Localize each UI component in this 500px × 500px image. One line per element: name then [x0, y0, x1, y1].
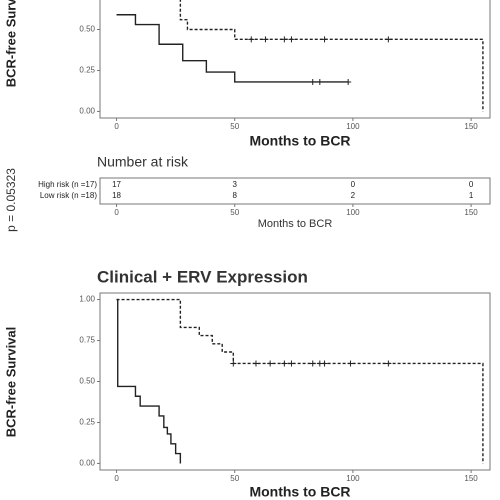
censor-mark [253, 360, 259, 367]
risk-count: 8 [233, 191, 238, 200]
censor-mark [230, 360, 237, 367]
censor-mark [267, 360, 274, 367]
y-tick-label: 0.00 [79, 107, 95, 116]
risk-x-label: Months to BCR [258, 218, 333, 230]
x-tick-label: 0 [114, 474, 119, 483]
censor-mark [281, 360, 288, 367]
y-tick-label: 0.75 [79, 336, 95, 345]
x-tick-label: 150 [464, 122, 478, 131]
y-tick-label: 0.25 [79, 418, 95, 427]
risk-count: 0 [351, 180, 356, 189]
plot-frame [99, 292, 491, 471]
censor-mark [248, 36, 255, 43]
plot-area [116, 298, 484, 464]
censor-mark [321, 36, 328, 43]
x-tick-label: 0 [114, 122, 119, 131]
x-axis-label: Months to BCR [249, 133, 350, 149]
censor-mark [316, 78, 323, 85]
risk-count: 2 [351, 191, 356, 200]
risk-table-title: Number at risk [97, 154, 189, 170]
survival-curve [179, 0, 484, 112]
risk-count: 17 [112, 180, 121, 189]
survival-curve [116, 298, 182, 464]
plot-area [116, 0, 484, 112]
risk-count: 3 [233, 180, 238, 189]
y-axis-label: BCR-free Survival [3, 327, 18, 438]
y-tick-label: 1.00 [79, 295, 95, 304]
risk-row-label: Low risk (n =18) [40, 191, 97, 200]
censor-mark [288, 360, 295, 367]
x-axis-label: Months to BCR [249, 484, 350, 500]
censor-mark [347, 360, 354, 367]
risk-count: 0 [469, 180, 474, 189]
censor-mark [385, 360, 392, 367]
censor-mark [281, 36, 288, 43]
x-tick-label: 100 [346, 208, 360, 217]
x-tick-label: 50 [230, 474, 239, 483]
chart-title: Clinical + ERV Expression [97, 267, 308, 286]
censor-mark [262, 36, 269, 43]
x-tick-label: 150 [464, 208, 478, 217]
risk-count: 18 [112, 191, 121, 200]
censor-mark [309, 78, 316, 85]
censor-mark [288, 36, 295, 43]
p-value: p = 0.05323 [4, 168, 18, 232]
plot-frame [99, 0, 491, 119]
y-tick-label: 0.50 [79, 377, 95, 386]
x-tick-label: 0 [114, 208, 119, 217]
censor-mark [345, 78, 352, 85]
x-tick-label: 50 [230, 208, 239, 217]
censor-mark [309, 360, 316, 367]
survival-curve [116, 14, 349, 83]
y-tick-label: 0.25 [79, 66, 95, 75]
risk-row-label: High risk (n =17) [38, 180, 97, 189]
risk-table-frame [99, 177, 491, 205]
censor-mark [321, 360, 328, 367]
risk-count: 1 [469, 191, 474, 200]
censor-mark [385, 36, 392, 43]
x-tick-label: 150 [464, 474, 478, 483]
y-tick-label: 0.50 [79, 25, 95, 34]
y-tick-label: 0.00 [79, 459, 95, 468]
x-tick-label: 50 [230, 122, 239, 131]
x-tick-label: 100 [346, 474, 360, 483]
y-axis-label: BCR-free Survival [3, 0, 18, 87]
x-tick-label: 100 [346, 122, 360, 131]
